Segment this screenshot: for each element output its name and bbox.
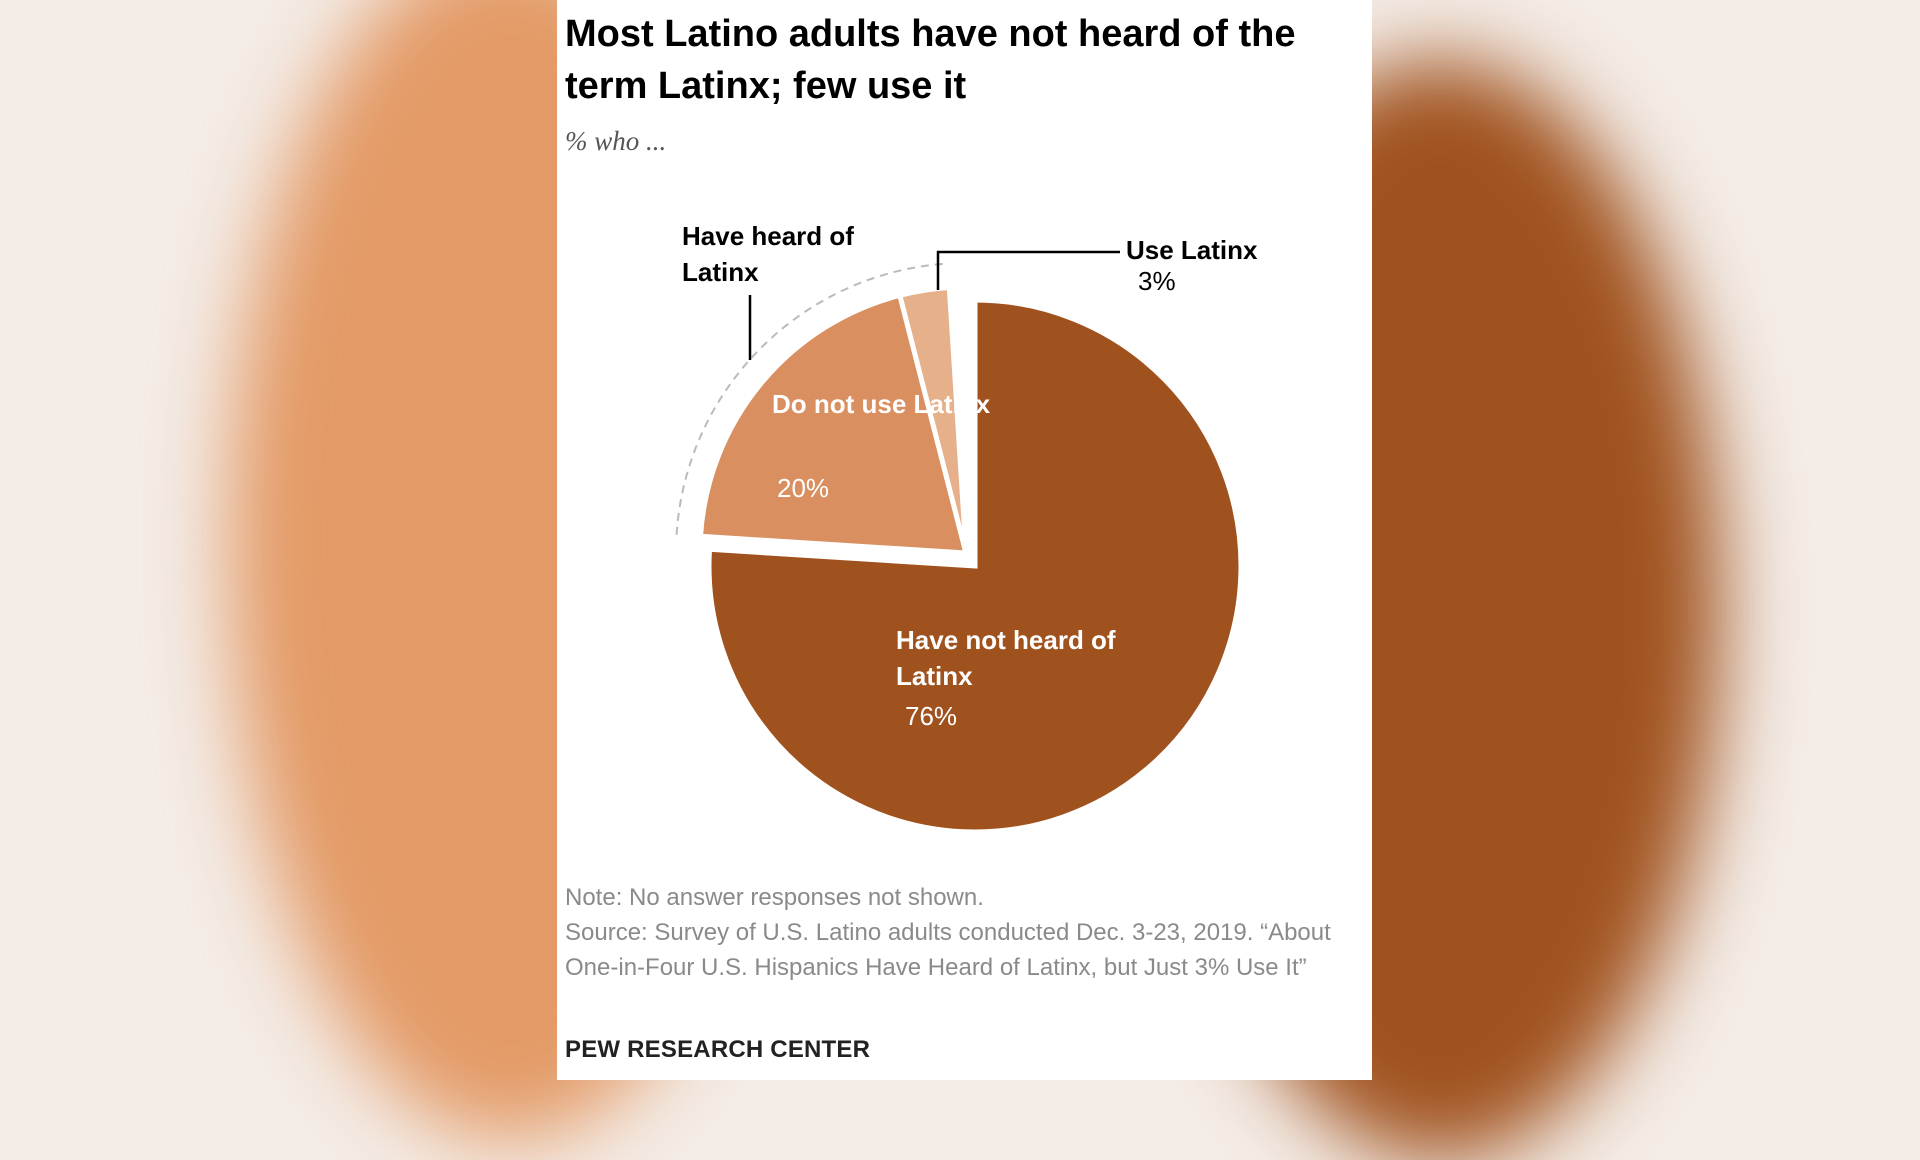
leader-line [936,250,1120,290]
chart-panel: Most Latino adults have not heard of the… [557,0,1372,1080]
source: Source: Survey of U.S. Latino adults con… [565,919,1331,981]
slice-label: Use Latinx [1126,235,1258,265]
note: Note: No answer responses not shown. [565,884,984,911]
pie-slice [697,292,970,556]
chart-subtitle: % who ... [565,126,667,156]
pie-slice [896,284,969,554]
pie-slice [706,297,1244,835]
value-label: 76% [905,701,958,731]
page: {"chart_data": {"type": "pie", "title": … [230,0,1720,1160]
slice-label: Do not use Latinx [772,389,991,419]
group-bracket [675,262,948,535]
chart [675,250,1244,835]
credit: PEW RESEARCH CENTER [565,1036,871,1063]
value-label: 20% [777,473,830,503]
value-label: 3% [1138,266,1176,296]
slice-label: Have not heard of Latinx [896,625,1116,691]
chart-title: Most Latino adults have not heard of the… [565,13,1296,107]
group-label: Have heard of Latinx [682,221,854,287]
